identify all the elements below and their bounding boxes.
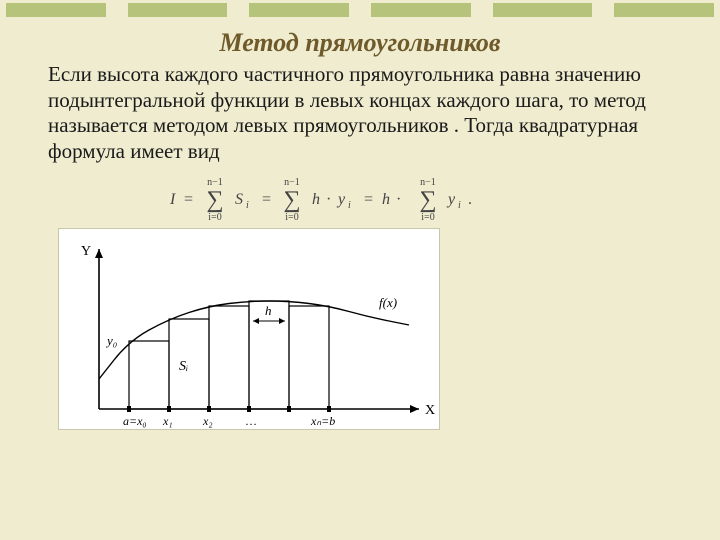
svg-text:X: X [425, 403, 435, 418]
svg-text:∑: ∑ [419, 187, 436, 213]
svg-text:i: i [348, 200, 351, 211]
svg-text:i=0: i=0 [285, 212, 298, 222]
svg-text:h: h [312, 191, 320, 208]
top-bar-seg [614, 3, 714, 17]
svg-text:Y: Y [81, 244, 91, 259]
svg-text:·: · [326, 191, 331, 208]
svg-text:y: y [446, 191, 456, 208]
top-bar-seg [6, 3, 106, 17]
svg-text:=: = [364, 191, 373, 208]
svg-text:Sᵢ: Sᵢ [179, 359, 188, 374]
svg-text:∑: ∑ [283, 187, 300, 213]
svg-text:i: i [458, 200, 461, 211]
svg-text:xₙ=b: xₙ=b [310, 414, 335, 428]
formula-lhs: I [169, 191, 176, 208]
svg-text:i=0: i=0 [208, 212, 221, 222]
svg-text:S: S [235, 191, 243, 208]
top-bar-seg [493, 3, 593, 17]
left-rectangle-method-diagram: X Ya=x₀ x₁ x₂ … xₙ=b f(x) y₀ Sᵢ h [58, 228, 440, 430]
svg-text:∑: ∑ [206, 187, 223, 213]
svg-text:x₂: x₂ [202, 414, 213, 428]
svg-text:i=0: i=0 [421, 212, 434, 222]
slide-title: Метод прямоугольников [0, 28, 720, 58]
body-paragraph: Если высота каждого частичного прямоугол… [48, 62, 668, 164]
svg-text:.: . [468, 191, 472, 208]
svg-text:y₀: y₀ [105, 333, 117, 348]
svg-text:=: = [262, 191, 271, 208]
top-bar-seg [371, 3, 471, 17]
top-bar-seg [249, 3, 349, 17]
quadrature-formula: I = n−1 ∑ i=0 S i = n−1 ∑ i=0 h · y i = … [0, 172, 720, 227]
svg-text:h: h [382, 191, 390, 208]
svg-text:a=x₀: a=x₀ [123, 414, 147, 428]
svg-text:f(x): f(x) [379, 295, 397, 310]
top-bar-seg [128, 3, 228, 17]
svg-text:y: y [336, 191, 346, 208]
svg-text:·: · [396, 191, 401, 208]
top-decorative-bar [0, 0, 720, 20]
svg-text:h: h [265, 303, 272, 318]
svg-text:=: = [184, 191, 193, 208]
svg-text:i: i [246, 200, 249, 211]
svg-text:…: … [245, 414, 257, 428]
svg-text:x₁: x₁ [162, 414, 173, 428]
